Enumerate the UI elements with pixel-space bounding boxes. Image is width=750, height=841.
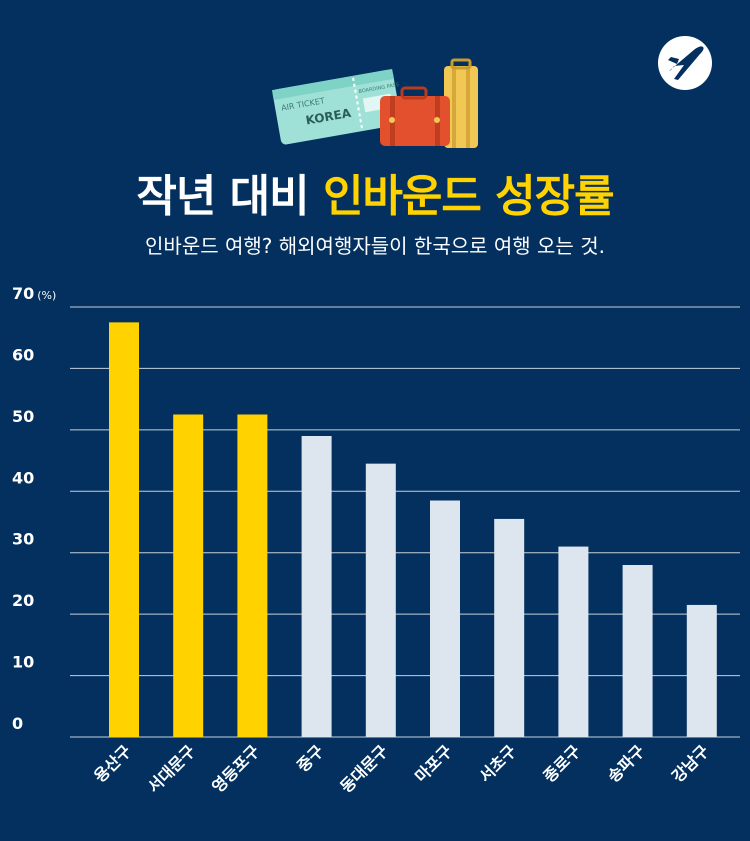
bar	[430, 500, 460, 737]
bar	[173, 414, 204, 737]
x-tick-label: 중구	[293, 741, 327, 775]
bar	[558, 546, 589, 737]
x-tick-label: 송파구	[604, 741, 649, 786]
title-part-1: 작년 대비	[136, 171, 309, 222]
y-tick-label: 30	[12, 530, 34, 549]
y-tick-label: 40	[12, 468, 34, 487]
bar	[237, 414, 268, 737]
bar	[622, 565, 653, 737]
red-suitcase-icon	[380, 86, 450, 146]
x-tick-label: 영등포구	[208, 741, 263, 796]
x-tick-label: 서초구	[475, 741, 520, 786]
y-tick-label: 20	[12, 591, 34, 610]
x-tick-label: 서대문구	[144, 741, 199, 796]
x-tick-label: 마포구	[411, 741, 456, 786]
x-tick-label: 동대문구	[337, 741, 392, 796]
bar	[365, 463, 396, 737]
yellow-suitcase-icon	[444, 58, 478, 148]
x-tick-label: 종로구	[540, 741, 585, 786]
y-tick-label: 70 (%)	[12, 284, 56, 303]
page-subtitle: 인바운드 여행? 해외여행자들이 한국으로 여행 오는 것.	[145, 234, 605, 258]
airplane-logo	[657, 35, 713, 91]
travel-illustration: AIR TICKET BOARDING PASS KOREA	[271, 58, 482, 150]
x-tick-label: 용산구	[90, 741, 135, 786]
y-axis-unit: (%)	[37, 289, 56, 302]
airplane-icon	[658, 36, 712, 90]
y-tick-label: 10	[12, 653, 34, 672]
bar	[301, 436, 332, 737]
y-tick-label: 0	[12, 714, 23, 733]
bar	[686, 604, 717, 737]
x-tick-label: 강남구	[668, 741, 713, 786]
page-title: 작년 대비 인바운드 성장률	[0, 160, 750, 224]
title-part-2-highlight: 인바운드 성장률	[322, 171, 615, 222]
y-tick-label: 60	[12, 345, 34, 364]
bar	[494, 518, 525, 737]
bar	[109, 322, 139, 737]
y-tick-label: 50	[12, 407, 34, 426]
